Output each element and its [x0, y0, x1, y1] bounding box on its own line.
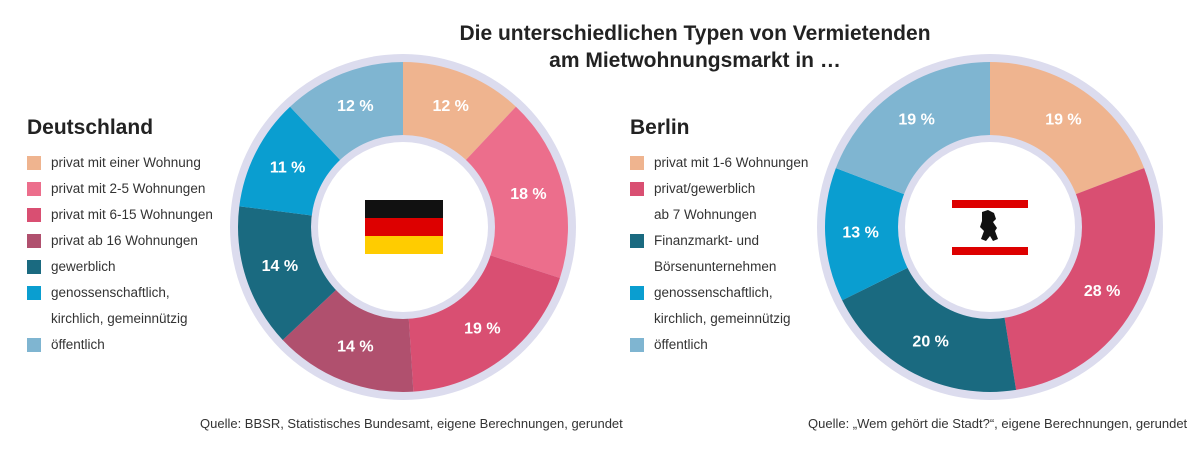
panel-title: Deutschland: [27, 116, 154, 139]
legend-label: privat mit 2-5 Wohnungen: [51, 181, 206, 196]
legend-swatch: [630, 156, 644, 170]
donut-segment: [835, 62, 990, 195]
donut-segment: [1004, 168, 1155, 390]
donut-segment: [403, 62, 516, 162]
data-label: 19 %: [898, 112, 934, 129]
legend-label: genossenschaftlich, kirchlich, gemeinnüt…: [654, 285, 791, 326]
legend-item: öffentlich: [630, 332, 808, 358]
donut-segment: [464, 106, 568, 278]
data-label: 11 %: [270, 159, 306, 176]
panel-title: Berlin: [630, 116, 690, 139]
legend-label: gewerblich: [51, 259, 116, 274]
data-label: 28 %: [1084, 283, 1120, 300]
legend-swatch: [630, 234, 644, 248]
legend-item: privat mit einer Wohnung: [27, 150, 213, 176]
legend-swatch: [27, 286, 41, 300]
data-label: 14 %: [337, 339, 373, 356]
data-label: 14 %: [262, 258, 298, 275]
data-label: 12 %: [337, 98, 373, 115]
flags: [365, 200, 1028, 255]
legend-item: gewerblich: [27, 254, 213, 280]
legend-swatch: [27, 338, 41, 352]
legend-swatch: [27, 208, 41, 222]
legend-swatch: [630, 182, 644, 196]
legend-item: privat mit 1-6 Wohnungen: [630, 150, 808, 176]
main-title: Die unterschiedlichen Typen von Vermiete…: [459, 22, 931, 72]
source: Quelle: BBSR, Statistisches Bundesamt, e…: [200, 416, 623, 431]
flag-stripe: [952, 247, 1028, 255]
legend-swatch: [27, 182, 41, 196]
legend-swatch: [27, 234, 41, 248]
donut-segment: [825, 168, 910, 301]
source: Quelle: „Wem gehört die Stadt?“, eigene …: [808, 416, 1188, 431]
flag-stripe: [365, 200, 443, 218]
flag-stripe: [365, 218, 443, 236]
legend-label: öffentlich: [654, 337, 708, 352]
legend-swatch: [630, 286, 644, 300]
flag-stripe: [365, 236, 443, 254]
legend-label: privat/gewerblich ab 7 Wohnungen: [654, 181, 757, 222]
legend-swatch: [27, 260, 41, 274]
legend-item: privat ab 16 Wohnungen: [27, 228, 213, 254]
legend-item: genossenschaftlich, kirchlich, gemeinnüt…: [27, 280, 213, 332]
legend-label: privat mit 1-6 Wohnungen: [654, 155, 809, 170]
donut-segment: [842, 266, 1017, 393]
legend: privat mit einer Wohnung privat mit 2-5 W…: [27, 150, 213, 358]
bear: [980, 210, 998, 241]
data-label: 13 %: [842, 224, 878, 241]
legend-item: privat mit 2-5 Wohnungen: [27, 176, 213, 202]
legend-item: privat mit 6-15 Wohnungen: [27, 202, 213, 228]
legend-item: privat/gewerblich ab 7 Wohnungen: [630, 176, 808, 228]
data-label: 19 %: [1045, 112, 1081, 129]
donut-segment: [990, 62, 1145, 195]
donut-segment: [408, 254, 560, 392]
donut-segment: [239, 106, 342, 216]
data-label: 20 %: [912, 333, 948, 350]
legend-item: genossenschaftlich, kirchlich, gemeinnüt…: [630, 280, 808, 332]
legend: privat mit 1-6 Wohnungen privat/gewerblic…: [630, 150, 808, 358]
data-label: 12 %: [432, 98, 468, 115]
legend-label: privat mit 6-15 Wohnungen: [51, 207, 213, 222]
legend-item: öffentlich: [27, 332, 213, 358]
legend-label: öffentlich: [51, 337, 105, 352]
legend-label: privat ab 16 Wohnungen: [51, 233, 198, 248]
flag-stripe: [952, 200, 1028, 208]
legend-item: Finanzmarkt- und Börsenunternehmen: [630, 228, 808, 280]
data-label: 19 %: [464, 321, 500, 338]
legend-label: genossenschaftlich, kirchlich, gemeinnüt…: [51, 285, 188, 326]
legend-swatch: [630, 338, 644, 352]
data-label: 18 %: [510, 186, 546, 203]
legend-label: privat mit einer Wohnung: [51, 155, 201, 170]
donut-segment: [290, 62, 403, 162]
legend-label: Finanzmarkt- und Börsenunternehmen: [654, 233, 777, 274]
legend-swatch: [27, 156, 41, 170]
